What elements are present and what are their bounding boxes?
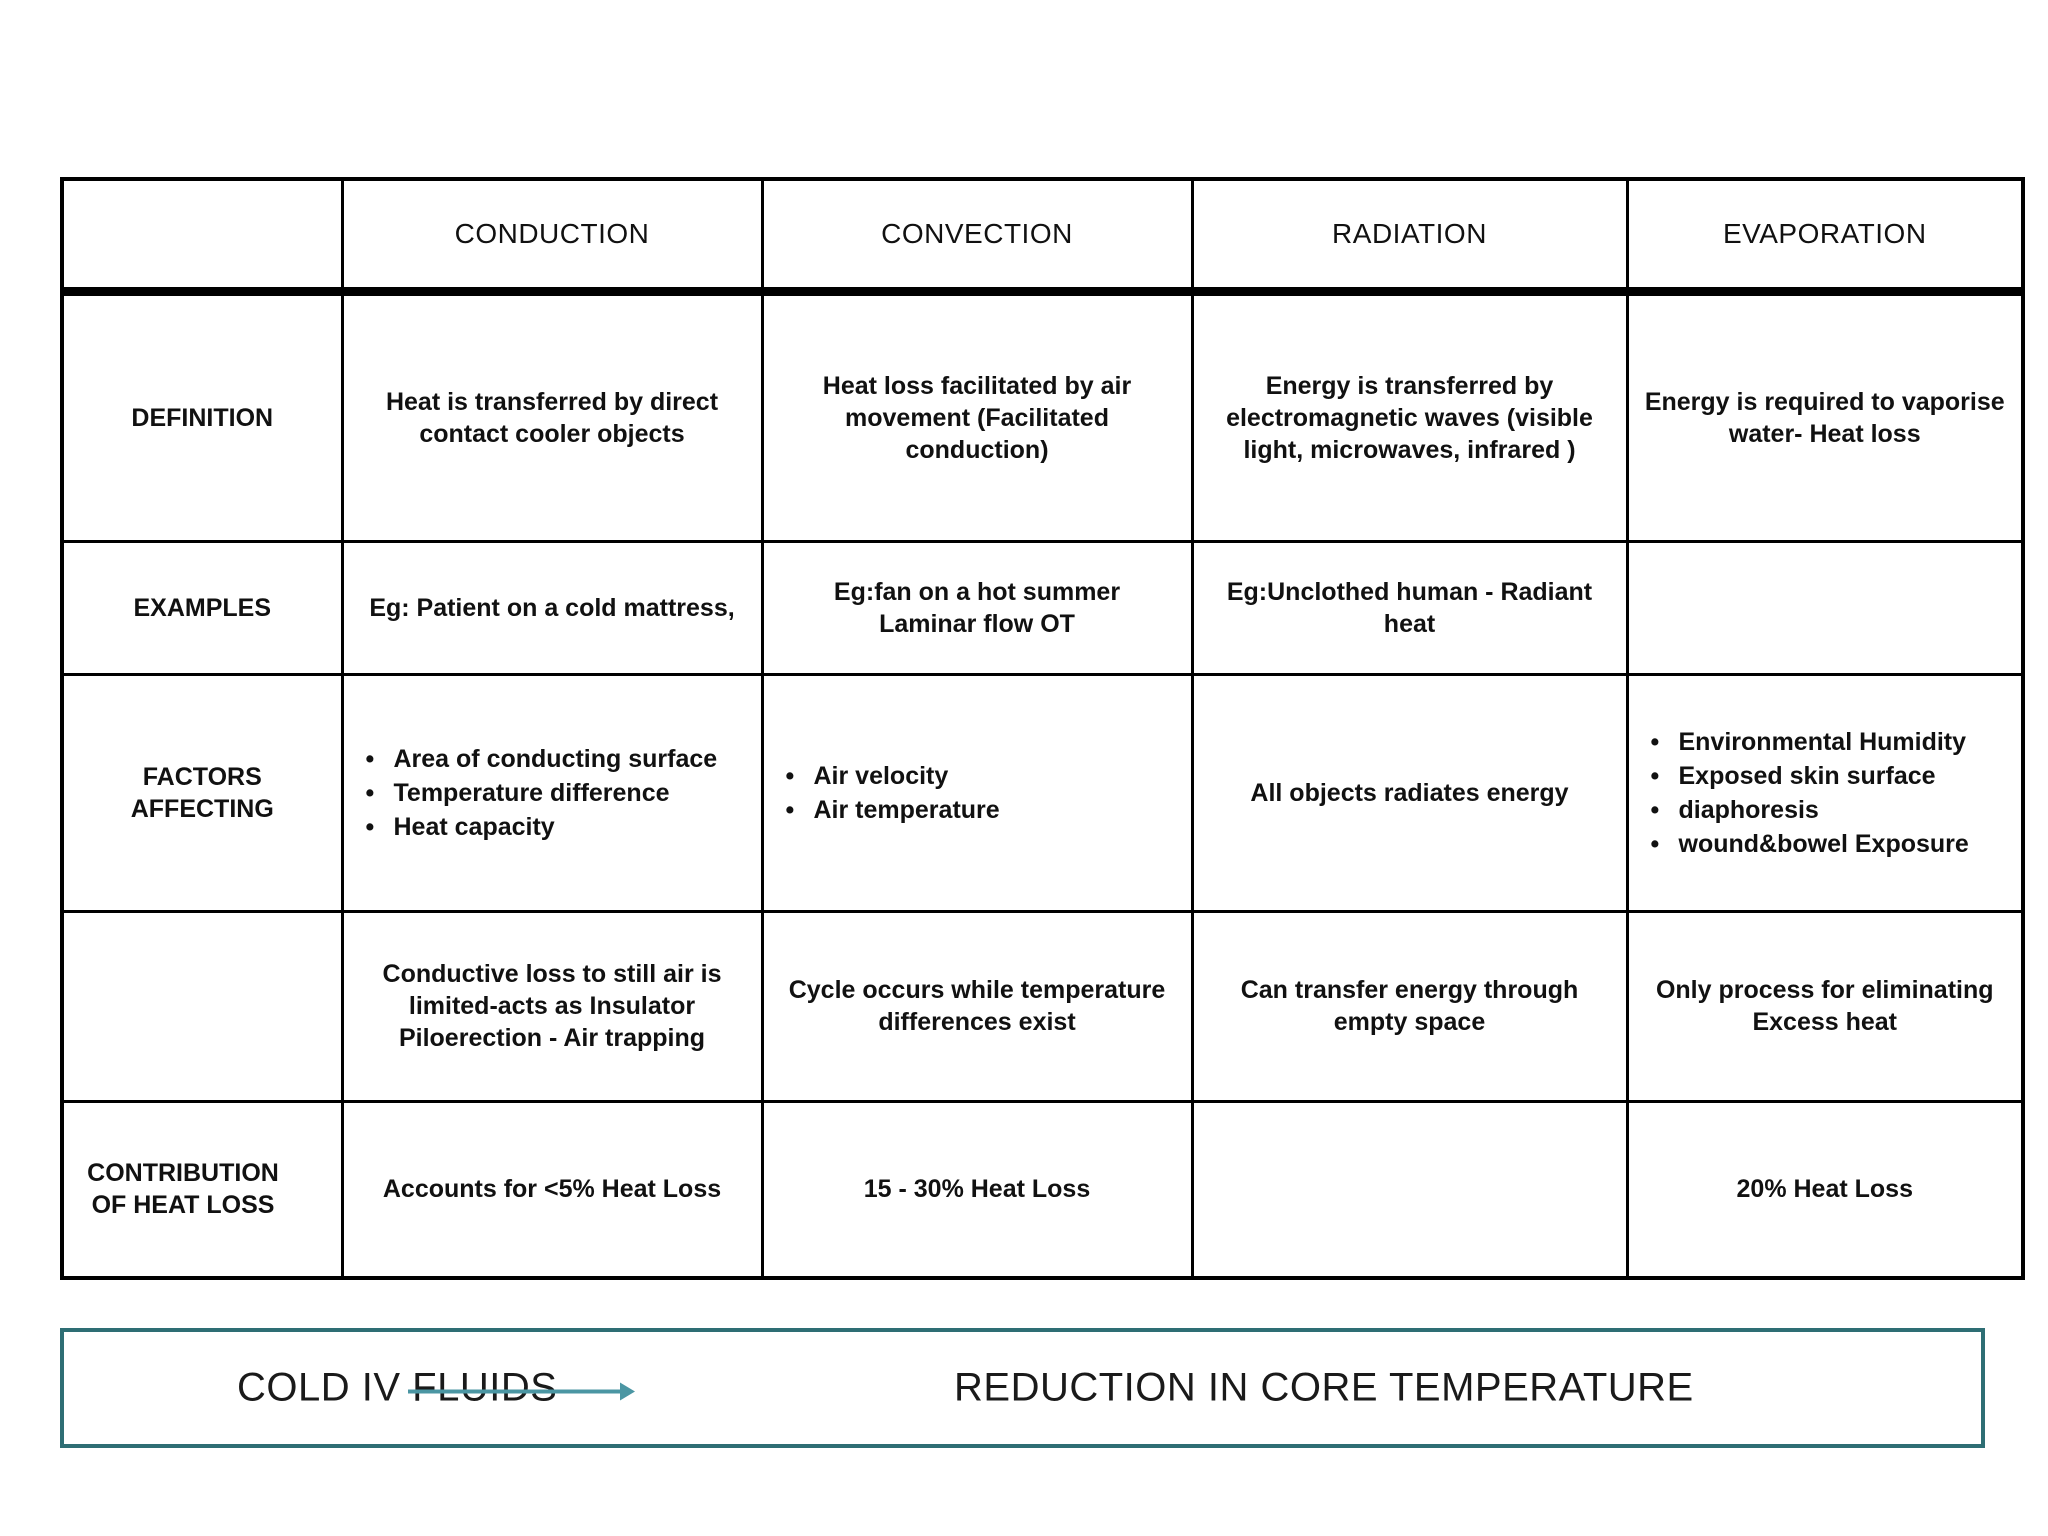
col-header-conduction: CONDUCTION: [340, 177, 764, 296]
bullet-item: Exposed skin surface: [1643, 760, 2008, 792]
cold-iv-text: COLD IV: [237, 1365, 401, 1410]
cold-iv-fluids-text: COLD IV FLUIDS: [237, 1365, 636, 1411]
header-row: CONDUCTION CONVECTION RADIATION EVAPORAT…: [60, 177, 2025, 296]
cell-factors-conduction: Area of conducting surface Temperature d…: [340, 672, 764, 913]
row-label-characteristics: [60, 909, 344, 1103]
row-label-text: FACTORS AFFECTING: [130, 762, 274, 823]
col-header-blank: [60, 177, 344, 296]
row-definition: DEFINITION Heat is transferred by direct…: [60, 289, 2025, 543]
factors-convection-list: Air velocity Air temperature: [778, 760, 1177, 826]
cell-factors-radiation: All objects radiates energy: [1190, 672, 1629, 913]
cell-definition-conduction: Heat is transferred by direct contact co…: [340, 289, 764, 543]
reduction-core-temperature-text: REDUCTION IN CORE TEMPERATURE: [954, 1365, 1694, 1410]
cell-factors-convection: Air velocity Air temperature: [760, 672, 1194, 913]
cell-examples-radiation: Eg:Unclothed human - Radiant heat: [1190, 539, 1629, 676]
bullet-item: Heat capacity: [358, 811, 747, 843]
row-label-contribution: CONTRIBUTION OF HEAT LOSS: [60, 1099, 344, 1280]
cell-characteristics-radiation: Can transfer energy through empty space: [1190, 909, 1629, 1103]
cell-contribution-evaporation: 20% Heat Loss: [1625, 1099, 2025, 1280]
cell-definition-radiation: Energy is transferred by electromagnetic…: [1190, 289, 1629, 543]
bullet-item: Air velocity: [778, 760, 1177, 792]
cell-definition-evaporation: Energy is required to vaporise water- He…: [1625, 289, 2025, 543]
bullet-item: Area of conducting surface: [358, 743, 747, 775]
cell-factors-evaporation: Environmental Humidity Exposed skin surf…: [1625, 672, 2025, 913]
cell-contribution-radiation: [1190, 1099, 1629, 1280]
characteristic-line: Conductive loss to still air is limited-…: [382, 960, 722, 1020]
cold-iv-callout-box: COLD IV FLUIDS REDUCTION IN CORE TEMPERA…: [60, 1328, 1985, 1448]
bullet-item: wound&bowel Exposure: [1643, 828, 2008, 860]
example-line: Eg:fan on a hot summer: [833, 577, 1121, 606]
row-label-examples: EXAMPLES: [60, 539, 344, 676]
col-header-convection: CONVECTION: [760, 177, 1194, 296]
col-header-evaporation: EVAPORATION: [1625, 177, 2025, 296]
cell-contribution-conduction: Accounts for <5% Heat Loss: [340, 1099, 764, 1280]
heat-loss-table: CONDUCTION CONVECTION RADIATION EVAPORAT…: [60, 177, 2025, 1280]
cell-examples-conduction: Eg: Patient on a cold mattress,: [340, 539, 764, 676]
factors-evaporation-list: Environmental Humidity Exposed skin surf…: [1643, 726, 2008, 860]
row-characteristics: Conductive loss to still air is limited-…: [60, 909, 2025, 1103]
row-examples: EXAMPLES Eg: Patient on a cold mattress,…: [60, 539, 2025, 676]
fluids-text: FLUIDS: [412, 1365, 558, 1410]
cell-definition-convection: Heat loss facilitated by air movement (F…: [760, 289, 1194, 543]
factors-conduction-list: Area of conducting surface Temperature d…: [358, 743, 747, 843]
cell-examples-evaporation: [1625, 539, 2025, 676]
strike-arrow-icon: [408, 1382, 636, 1401]
cell-characteristics-convection: Cycle occurs while temperature differenc…: [760, 909, 1194, 1103]
row-label-definition: DEFINITION: [60, 289, 344, 543]
row-label-text: CONTRIBUTION OF HEAT LOSS: [87, 1159, 279, 1220]
bullet-item: diaphoresis: [1643, 794, 2008, 826]
row-label-factors-affecting: FACTORS AFFECTING: [60, 672, 344, 913]
row-factors-affecting: FACTORS AFFECTING Area of conducting sur…: [60, 672, 2025, 913]
bullet-item: Temperature difference: [358, 777, 747, 809]
fluids-strikethrough: FLUIDS: [408, 1365, 636, 1411]
cell-examples-convection: Eg:fan on a hot summer Laminar flow OT: [760, 539, 1194, 676]
cell-contribution-convection: 15 - 30% Heat Loss: [760, 1099, 1194, 1280]
example-line: Laminar flow OT: [879, 609, 1075, 638]
row-contribution: CONTRIBUTION OF HEAT LOSS Accounts for <…: [60, 1099, 2025, 1280]
cell-characteristics-conduction: Conductive loss to still air is limited-…: [340, 909, 764, 1103]
characteristic-line: Piloerection - Air trapping: [398, 1024, 706, 1052]
bullet-item: Air temperature: [778, 794, 1177, 826]
cell-characteristics-evaporation: Only process for eliminating Excess heat: [1625, 909, 2025, 1103]
bullet-item: Environmental Humidity: [1643, 726, 2008, 758]
col-header-radiation: RADIATION: [1190, 177, 1629, 296]
